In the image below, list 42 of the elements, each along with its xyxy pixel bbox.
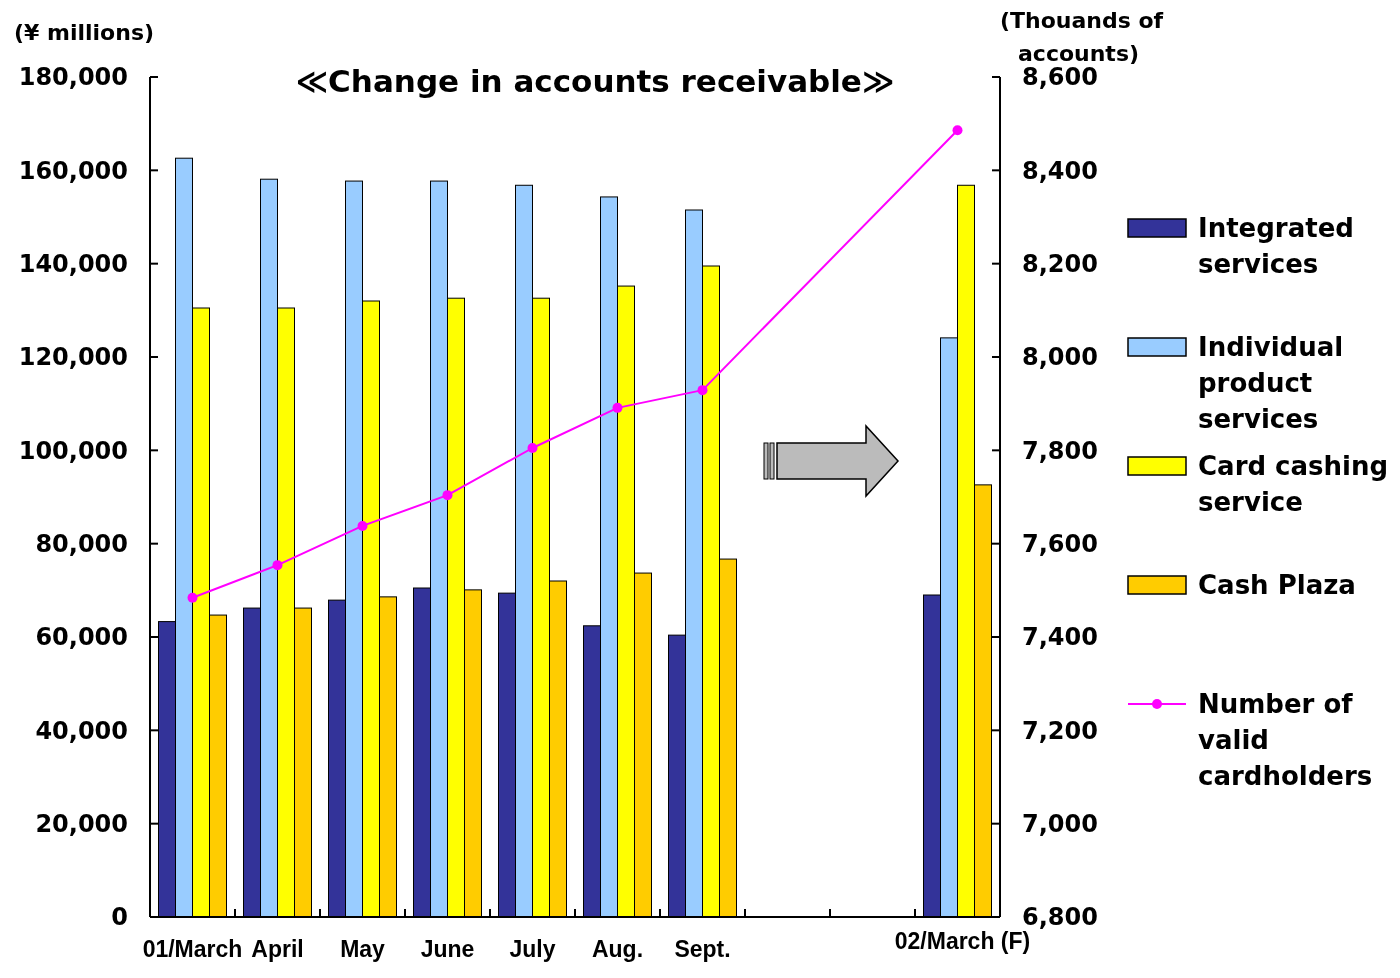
legend-label: Number of valid cardholders (1198, 689, 1373, 792)
y2-tick-label: 8,600 (1022, 63, 1098, 92)
y2-tick-label: 7,400 (1022, 623, 1098, 652)
y-axis-title: (¥ millions) (14, 20, 155, 45)
chart-title: ≪Change in accounts receivable≫ (295, 63, 895, 99)
y-tick-label: 20,000 (35, 810, 128, 839)
y-tick-label: 60,000 (35, 623, 128, 652)
y2-tick-label: 8,400 (1022, 156, 1098, 185)
point (272, 560, 283, 571)
legend-label: Integrated services (1198, 213, 1354, 280)
point (442, 490, 453, 501)
x-tick-label: April (251, 936, 304, 962)
legend-label: Card cashing service (1198, 451, 1389, 518)
y2-tick-label: 7,000 (1022, 810, 1098, 839)
y-tick-label: 80,000 (35, 530, 128, 559)
point (187, 592, 198, 603)
y2-tick-label: 7,600 (1022, 530, 1098, 559)
y-tick-label: 0 (111, 903, 128, 932)
x-tick-label: July (509, 936, 556, 962)
y-tick-label: 120,000 (18, 343, 128, 372)
point (612, 402, 623, 413)
x-tick-label: June (420, 936, 475, 962)
y2-tick-label: 7,800 (1022, 436, 1098, 465)
x-tick-label: Sept. (674, 936, 731, 962)
legend-label: Cash Plaza (1198, 570, 1356, 601)
point (952, 125, 963, 136)
y-tick-label: 40,000 (35, 716, 128, 745)
y-tick-label: 160,000 (18, 156, 128, 185)
y-tick-label: 100,000 (18, 436, 128, 465)
y2-axis-title: (Thouands of accounts) (1000, 8, 1164, 66)
point (527, 443, 538, 453)
y-tick-label: 180,000 (18, 63, 128, 92)
x-tick-label: May (340, 936, 386, 962)
x-tick-label: 01/March (142, 936, 243, 962)
legend-label: Individual product services (1198, 332, 1344, 435)
y2-tick-label: 8,000 (1022, 343, 1098, 372)
point (697, 385, 708, 396)
y2-tick-label: 7,200 (1022, 716, 1098, 745)
x-tick-label: Aug. (591, 936, 644, 962)
y2-tick-label: 8,200 (1022, 250, 1098, 279)
point (357, 520, 368, 531)
y-tick-label: 140,000 (18, 250, 128, 279)
